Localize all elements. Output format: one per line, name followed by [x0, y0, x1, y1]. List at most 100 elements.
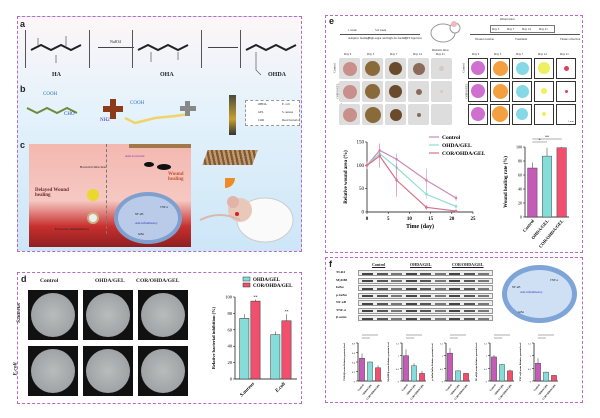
band — [391, 280, 402, 282]
trace-shape — [515, 61, 529, 75]
band — [449, 317, 460, 320]
bar — [419, 373, 425, 382]
label-tnf: TNF-α — [160, 205, 169, 209]
agar-plate — [28, 346, 78, 396]
wound-area-chart: 0 50 100 150 Relative wound area (%) 0 5 10 15 20… — [344, 135, 485, 230]
y-axis-label: NF-κB/β-actin Relative protein level — [475, 342, 478, 381]
agar-plate — [28, 290, 78, 340]
data-point — [425, 206, 428, 209]
wound-photo — [408, 58, 429, 79]
bar — [367, 361, 373, 382]
wound — [342, 84, 357, 99]
wound-trace — [556, 81, 576, 102]
bacterial-inhibition-chart: 0 20 40 60 80 100 Relative bacterial inhibitio… — [211, 276, 297, 398]
y-tick-label: 1.5 — [440, 343, 444, 346]
legend-label: COR/OHDA/GEL — [253, 284, 293, 289]
blot-row — [358, 307, 493, 314]
y-axis-label: TLR4/β-actin Relative protein level — [343, 343, 346, 381]
band — [376, 287, 388, 290]
y-tick-label: 80 — [518, 159, 522, 164]
wound — [365, 84, 380, 99]
bar — [551, 375, 557, 382]
y-axis-label: Relative bacterial inhibition (%) — [211, 306, 216, 369]
band — [362, 280, 373, 282]
y-tick-label: 0 — [486, 381, 488, 384]
wound-photo — [431, 81, 452, 102]
bar — [281, 320, 292, 380]
panel-label-a: a — [20, 19, 26, 29]
wb-group-control: Control — [372, 262, 386, 267]
band — [449, 310, 460, 312]
bar — [463, 373, 469, 382]
y-tick-label: 0 — [398, 381, 400, 384]
band — [420, 302, 431, 305]
trace-shape — [471, 84, 485, 98]
band — [405, 272, 417, 275]
label-ohda: OHDA — [268, 72, 286, 78]
legend-label: OHDA/GEL — [253, 278, 281, 283]
legend-label: COR/OHDA/GEL — [442, 151, 485, 157]
wound-photo — [431, 104, 452, 125]
bar — [270, 334, 281, 380]
x-axis-label: Time (day) — [406, 223, 434, 230]
bar — [359, 358, 365, 382]
y-tick-label: 0.4 — [352, 362, 356, 365]
y-tick-label: 80 — [228, 311, 233, 316]
protein-level-chart-tnfa: 0 0.5 1 1.5 TNF-α/β-actin Relative protein l… — [519, 334, 558, 401]
y-tick-label: 0 — [520, 215, 522, 220]
band — [405, 302, 417, 305]
band — [463, 295, 475, 297]
y-tick-label: 0.5 — [440, 368, 444, 371]
band — [362, 287, 373, 290]
panel-d — [17, 272, 302, 404]
band — [478, 302, 489, 305]
trace-shape — [564, 89, 568, 93]
panel-f — [325, 257, 583, 403]
plate-row-label: E.coli — [12, 362, 19, 376]
label-bacterial-infection: Bacterial Infection — [80, 165, 107, 169]
band — [463, 310, 475, 312]
bar — [499, 364, 505, 382]
label-antibacterial: Anti-bacterial — [125, 154, 145, 158]
agar-plate — [83, 290, 133, 340]
significance-mark: ** — [253, 294, 257, 299]
row-label: Control — [332, 63, 337, 73]
blot-row — [358, 270, 493, 276]
x-tick-label: S.aureus — [240, 382, 256, 398]
data-point — [425, 192, 428, 196]
band — [362, 310, 373, 312]
x-tick-label: Control — [489, 383, 497, 392]
bar — [403, 355, 409, 382]
bar — [250, 300, 261, 380]
hydrogel-patch — [202, 150, 258, 165]
group-cooh-1: COOH — [43, 92, 58, 97]
bar — [507, 370, 513, 382]
x-tick-label: 5 — [387, 217, 390, 222]
wound-photo — [385, 81, 406, 102]
band — [376, 280, 388, 282]
skin-wound-illustration — [29, 144, 191, 247]
band — [362, 272, 373, 275]
bar — [375, 367, 381, 382]
band-label: β-actin — [336, 315, 347, 319]
band — [449, 280, 460, 282]
band — [405, 287, 417, 290]
wound-trace — [534, 104, 554, 125]
wound — [364, 106, 381, 123]
y-tick-label: 1.5 — [396, 343, 400, 346]
data-point — [454, 205, 458, 208]
wound-photo — [408, 104, 429, 125]
panel-label-d: d — [21, 274, 27, 284]
wound-trace — [490, 104, 510, 125]
trace-day-label: Day 21 — [560, 52, 569, 56]
label-ha: HA — [52, 72, 61, 78]
y-axis-label: p-IκBα/IκBα Relative protein level — [431, 343, 434, 380]
x-tick-label: 20 — [449, 217, 455, 222]
y-tick-label: 40 — [228, 344, 233, 349]
x-tick-label: 15 — [428, 217, 434, 222]
band — [362, 317, 373, 320]
series-line — [366, 152, 457, 207]
trace-day-label: Day 14 — [538, 52, 547, 56]
polymer-chains — [26, 99, 196, 125]
wound-photo — [431, 58, 452, 79]
